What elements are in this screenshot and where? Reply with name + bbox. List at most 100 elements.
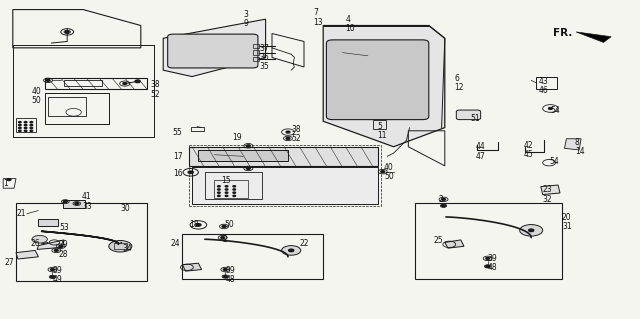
Circle shape <box>218 192 220 193</box>
Bar <box>191 127 204 131</box>
Text: 44
47: 44 47 <box>476 142 485 161</box>
Circle shape <box>246 167 250 169</box>
Circle shape <box>381 171 385 173</box>
Bar <box>415 203 562 279</box>
Circle shape <box>233 186 236 187</box>
Text: 39
48: 39 48 <box>225 266 235 284</box>
Circle shape <box>221 237 225 239</box>
Text: 18: 18 <box>189 220 198 229</box>
Circle shape <box>218 195 220 197</box>
Text: 2: 2 <box>439 195 444 204</box>
Text: 40
50: 40 50 <box>384 163 394 182</box>
Text: 1: 1 <box>4 179 8 188</box>
Text: 40
50: 40 50 <box>32 86 42 105</box>
Circle shape <box>289 249 294 252</box>
Circle shape <box>135 80 140 83</box>
Circle shape <box>442 205 445 207</box>
Circle shape <box>196 224 201 226</box>
Circle shape <box>24 130 27 131</box>
Text: 3
9: 3 9 <box>243 10 248 28</box>
Circle shape <box>233 189 236 190</box>
Circle shape <box>442 198 445 200</box>
Circle shape <box>520 225 543 236</box>
Bar <box>198 150 288 161</box>
Circle shape <box>225 192 228 193</box>
Circle shape <box>30 127 33 129</box>
Text: 27: 27 <box>4 258 14 267</box>
Text: 19: 19 <box>232 133 242 142</box>
Polygon shape <box>323 26 445 147</box>
Circle shape <box>225 186 228 187</box>
Polygon shape <box>564 139 581 150</box>
Circle shape <box>286 131 290 133</box>
Text: FR.: FR. <box>554 28 573 39</box>
Text: 17: 17 <box>173 152 182 161</box>
Bar <box>45 93 109 124</box>
Polygon shape <box>576 32 611 42</box>
Text: 41
33: 41 33 <box>82 192 92 211</box>
Circle shape <box>19 127 21 129</box>
Text: 54: 54 <box>549 157 559 166</box>
Circle shape <box>218 186 220 187</box>
Text: 2: 2 <box>223 235 227 244</box>
Text: 7
13: 7 13 <box>314 8 323 27</box>
Circle shape <box>529 229 534 232</box>
Circle shape <box>19 130 21 131</box>
Bar <box>38 219 58 226</box>
Circle shape <box>19 124 21 126</box>
Text: 5
11: 5 11 <box>378 122 387 140</box>
Bar <box>373 120 386 129</box>
Circle shape <box>30 130 33 131</box>
Circle shape <box>51 269 54 271</box>
Circle shape <box>222 226 226 227</box>
Text: 34: 34 <box>123 244 132 253</box>
Text: 26: 26 <box>30 239 40 248</box>
Polygon shape <box>16 250 38 259</box>
Text: 30: 30 <box>120 204 130 213</box>
Text: 20
31: 20 31 <box>562 212 572 231</box>
Text: 38
52: 38 52 <box>291 125 301 143</box>
Bar <box>536 77 557 89</box>
FancyBboxPatch shape <box>326 40 429 120</box>
Circle shape <box>223 269 227 271</box>
Circle shape <box>188 171 193 174</box>
Text: 38: 38 <box>150 80 160 89</box>
Circle shape <box>123 83 127 85</box>
Circle shape <box>54 249 58 251</box>
FancyBboxPatch shape <box>456 110 481 120</box>
Circle shape <box>225 189 228 190</box>
Bar <box>16 203 147 281</box>
Text: 37
36
35: 37 36 35 <box>259 44 269 71</box>
Text: 43
46: 43 46 <box>539 77 548 95</box>
Circle shape <box>32 235 47 243</box>
Text: 50: 50 <box>224 220 234 229</box>
Polygon shape <box>37 240 64 249</box>
Text: 52: 52 <box>150 90 160 99</box>
Circle shape <box>233 192 236 193</box>
Bar <box>63 200 85 208</box>
Text: 23
32: 23 32 <box>543 185 552 204</box>
Circle shape <box>30 124 33 126</box>
Text: 39
49: 39 49 <box>52 266 62 284</box>
Text: 39
48: 39 48 <box>488 254 497 272</box>
Text: 42
45: 42 45 <box>524 141 533 159</box>
Bar <box>64 80 102 86</box>
Circle shape <box>109 241 132 252</box>
Circle shape <box>46 79 50 81</box>
Circle shape <box>24 127 27 129</box>
Circle shape <box>233 195 236 197</box>
Text: 4
10: 4 10 <box>346 15 355 33</box>
Circle shape <box>59 245 63 247</box>
Text: 54: 54 <box>550 106 560 115</box>
Polygon shape <box>182 263 202 271</box>
Text: 16: 16 <box>173 169 182 178</box>
Polygon shape <box>541 185 560 195</box>
Bar <box>205 172 262 199</box>
Circle shape <box>75 203 79 204</box>
Bar <box>114 243 127 249</box>
Circle shape <box>7 179 11 181</box>
Text: 51: 51 <box>470 114 480 122</box>
Polygon shape <box>192 167 378 204</box>
Polygon shape <box>189 147 378 166</box>
Bar <box>48 97 86 116</box>
